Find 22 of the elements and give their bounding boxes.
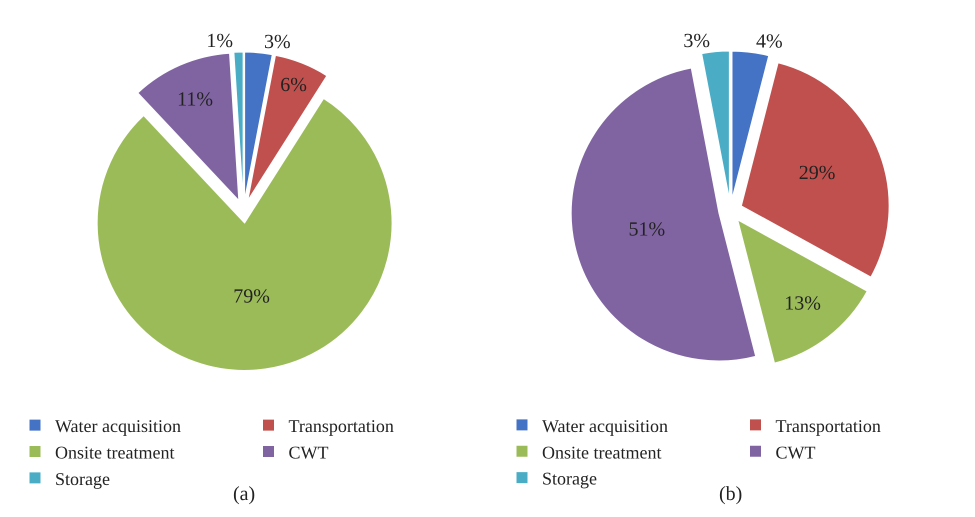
data-label: 13% [784, 292, 821, 315]
legend-label: Storage [55, 468, 110, 489]
data-label: 51% [628, 218, 666, 240]
legend-label: Transportation [776, 416, 881, 436]
data-label: 3% [264, 30, 291, 53]
data-label: 29% [798, 162, 836, 184]
legend-label: Onsite treatment [542, 442, 662, 462]
data-label: 79% [233, 285, 270, 308]
text: (b) [719, 483, 742, 505]
text: (a) [233, 483, 256, 505]
data-label: 1% [206, 30, 233, 52]
data-label: 3% [683, 30, 710, 52]
legend-label: CWT [776, 442, 816, 462]
legend-label: Transportation [288, 416, 394, 436]
legend-label: Water acquisition [55, 416, 182, 436]
legend-label: Storage [542, 468, 597, 489]
data-label: 6% [280, 74, 307, 96]
legend-label: Water acquisition [542, 416, 668, 436]
data-label: 4% [756, 30, 783, 52]
data-label: 11% [177, 88, 214, 110]
legend-label: CWT [288, 442, 328, 463]
legend-label: Onsite treatment [55, 442, 174, 463]
